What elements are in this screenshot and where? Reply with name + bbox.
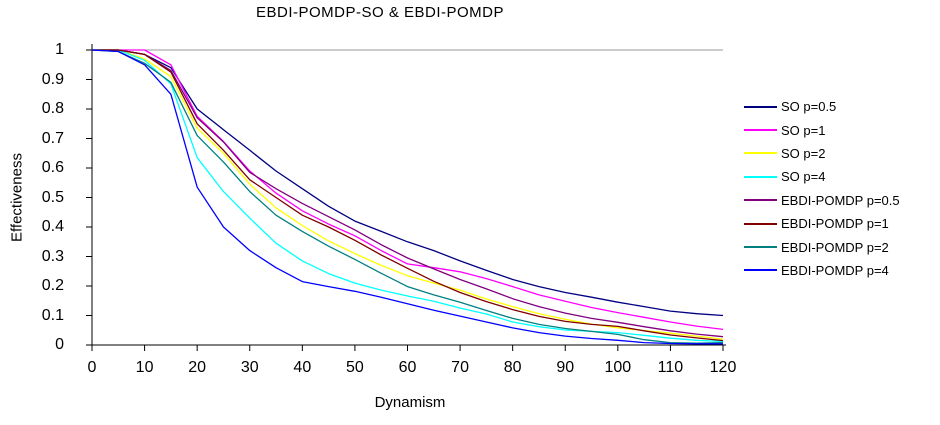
series-line-so-p-1 <box>92 49 724 331</box>
y-tick-label: 0.2 <box>41 277 64 294</box>
legend-label-so-p4: SO p=4 <box>781 169 826 185</box>
x-tick-label: 40 <box>293 359 312 376</box>
series-line-ebdi-pomdp-p-4 <box>91 49 723 345</box>
x-tick-label: 70 <box>451 359 469 376</box>
series-line-ebdi-pomdp-p-0-5 <box>92 49 724 338</box>
x-tick-label: 50 <box>346 359 364 376</box>
y-tick-label: 0.5 <box>41 188 64 206</box>
legend-label-ebdi-pomdp-p2: EBDI-POMDP p=2 <box>781 239 889 255</box>
legend-label-so-p05: SO p=0.5 <box>781 99 837 115</box>
legend: SO p=0.5 SO p=1 SO p=2 SO p=4 EBDI-POMDP… <box>744 95 940 282</box>
x-tick-label: 100 <box>604 359 632 376</box>
legend-label-so-p1: SO p=1 <box>781 122 826 138</box>
legend-item-so-p2: SO p=2 <box>744 142 940 165</box>
series-line-so-p-4 <box>92 49 724 343</box>
y-tick-label: 0.3 <box>41 247 64 265</box>
legend-item-so-p4: SO p=4 <box>744 165 940 188</box>
series-line-ebdi-pomdp-p-2 <box>91 49 724 344</box>
y-tick-label: 0.1 <box>41 306 64 324</box>
y-tick-label: 0 <box>55 336 64 353</box>
series-line-ebdi-pomdp-p-1 <box>92 49 724 342</box>
legend-item-ebdi-pomdp-p1: EBDI-POMDP p=1 <box>744 212 940 235</box>
legend-item-so-p05: SO p=0.5 <box>744 95 940 118</box>
x-tick-label: 20 <box>188 359 207 376</box>
legend-item-ebdi-pomdp-p2: EBDI-POMDP p=2 <box>744 235 940 258</box>
y-tick-label: 0.6 <box>41 159 64 176</box>
series-line-so-p-2 <box>92 49 724 340</box>
legend-label-so-p2: SO p=2 <box>781 145 826 161</box>
legend-swatch-ebdi-pomdp-p1 <box>744 222 777 225</box>
x-axis-title: Dynamism <box>374 394 446 411</box>
legend-label-ebdi-pomdp-p4: EBDI-POMDP p=4 <box>781 262 889 278</box>
x-tick-label: 60 <box>398 359 417 376</box>
legend-swatch-so-p05 <box>744 105 777 108</box>
y-tick-label: 0.7 <box>41 129 64 147</box>
x-tick-label: 120 <box>709 359 737 376</box>
legend-swatch-ebdi-pomdp-p2 <box>744 246 777 249</box>
y-tick-label: 0.9 <box>41 70 64 88</box>
x-tick-label: 30 <box>240 359 259 376</box>
legend-swatch-so-p2 <box>744 152 777 155</box>
legend-item-ebdi-pomdp-p05: EBDI-POMDP p=0.5 <box>744 189 940 212</box>
series-line-so-p-0-5 <box>92 49 724 317</box>
y-tick-label: 0.4 <box>41 218 64 235</box>
y-axis-title: Effectiveness <box>8 153 26 242</box>
legend-swatch-ebdi-pomdp-p05 <box>744 199 777 202</box>
legend-label-ebdi-pomdp-p1: EBDI-POMDP p=1 <box>781 216 889 232</box>
x-tick-label: 0 <box>87 359 97 376</box>
legend-label-ebdi-pomdp-p05: EBDI-POMDP p=0.5 <box>781 192 900 208</box>
x-tick-label: 90 <box>556 359 575 376</box>
x-tick-label: 80 <box>503 359 522 376</box>
x-tick-label: 110 <box>657 359 684 376</box>
legend-swatch-so-p1 <box>744 129 777 132</box>
legend-item-ebdi-pomdp-p4: EBDI-POMDP p=4 <box>744 259 940 282</box>
chart-title: EBDI-POMDP-SO & EBDI-POMDP <box>255 4 505 21</box>
x-tick-label: 10 <box>135 359 154 376</box>
y-tick-label: 0.8 <box>41 100 64 117</box>
legend-swatch-so-p4 <box>744 175 777 178</box>
legend-item-so-p1: SO p=1 <box>744 118 940 141</box>
legend-swatch-ebdi-pomdp-p4 <box>744 269 777 272</box>
y-tick-label: 1 <box>55 41 64 58</box>
